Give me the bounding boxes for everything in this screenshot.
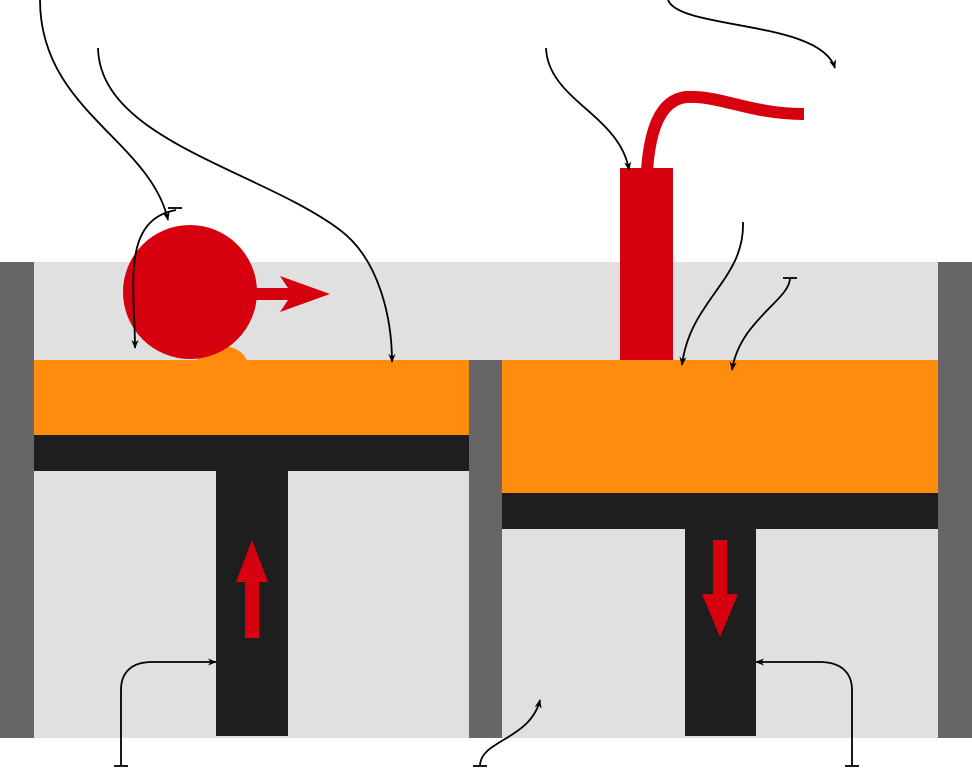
- leader-roller: [40, 0, 168, 220]
- laser-head: [620, 168, 673, 360]
- leader-environment: [668, 0, 835, 68]
- right-wall: [938, 262, 972, 738]
- laser-cable: [647, 97, 804, 170]
- middle-wall: [469, 360, 502, 738]
- right-piston-plate: [502, 493, 938, 529]
- left-powder-bed: [34, 360, 469, 435]
- right-powder-bed: [502, 360, 938, 493]
- roller: [123, 225, 257, 359]
- left-wall: [0, 262, 34, 738]
- left-piston-plate: [34, 435, 469, 471]
- leader-laser-head: [546, 48, 629, 170]
